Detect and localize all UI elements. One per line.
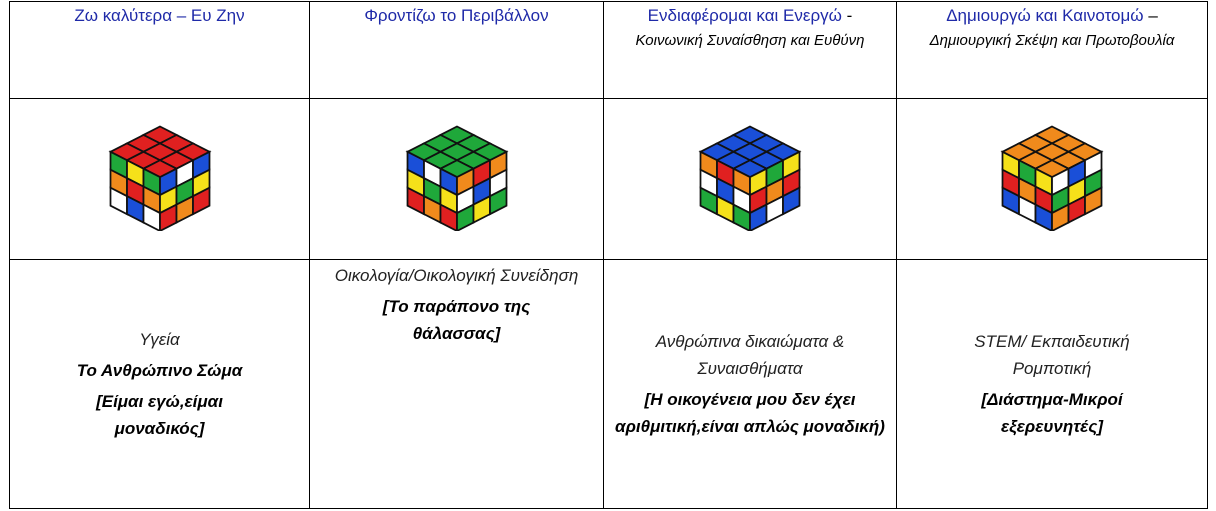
- topic: Ανθρώπινα δικαιώματα & Συναισθήματα: [655, 332, 845, 378]
- header-row: Ζω καλύτερα – Ευ Ζην Φροντίζω το Περιβάλ…: [9, 1, 1208, 99]
- content-cell: Οικολογία/Οικολογική Συνείδηση [Το παράπο…: [309, 259, 604, 509]
- header-subtitle: Κοινωνική Συναίσθηση και Ευθύνη: [635, 32, 865, 49]
- content-cell: Υγεία Το Ανθρώπινο Σώμα [Είμαι εγώ,είμαι μ…: [9, 259, 310, 509]
- project: [Είμαι εγώ,είμαι μοναδικός]: [96, 392, 223, 438]
- image-cell: [603, 98, 897, 260]
- project: [Η οικογένεια μου δεν έχει αριθμιτική,εί…: [615, 390, 885, 436]
- content-cell: Ανθρώπινα δικαιώματα & Συναισθήματα [Η οι…: [603, 259, 897, 509]
- header-subtitle: Δημιουργική Σκέψη και Πρωτοβουλία: [929, 32, 1175, 49]
- content-cell: STEM/ Εκπαιδευτική Ρομποτική [Διάστημα-Μι…: [896, 259, 1208, 509]
- image-cell: [896, 98, 1208, 260]
- topic: STEM/ Εκπαιδευτική Ρομποτική: [974, 332, 1130, 378]
- header-cell: Ζω καλύτερα – Ευ Ζην: [9, 1, 310, 99]
- image-cell: [9, 98, 310, 260]
- rubik-cube: [1000, 125, 1104, 232]
- theme: Το Ανθρώπινο Σώμα: [76, 361, 243, 380]
- project: [Διάστημα-Μικροί εξερευνητές]: [981, 390, 1123, 436]
- cube-sticker: [1084, 185, 1103, 216]
- header-cell: Δημιουργώ και Καινοτομώ – Δημιουργική Σκέ…: [896, 1, 1208, 99]
- project: [Το παράπονο της θάλασσας]: [382, 297, 531, 343]
- cube-sticker: [191, 185, 210, 216]
- header-title: Δημιουργώ και Καινοτομώ: [946, 6, 1144, 25]
- rubik-cube: [698, 125, 802, 232]
- image-row: [9, 98, 1208, 260]
- content-row: Υγεία Το Ανθρώπινο Σώμα [Είμαι εγώ,είμαι μ…: [9, 259, 1208, 509]
- cube-sticker: [488, 185, 507, 216]
- header-cell: Ενδιαφέρομαι και Ενεργώ - Κοινωνική Συνα…: [603, 1, 897, 99]
- header-title: Ενδιαφέρομαι και Ενεργώ: [647, 6, 842, 25]
- topic: Οικολογία/Οικολογική Συνείδηση: [334, 266, 579, 285]
- header-title: Φροντίζω το Περιβάλλον: [364, 6, 549, 25]
- themes-table: Ζω καλύτερα – Ευ Ζην Φροντίζω το Περιβάλ…: [9, 1, 1208, 509]
- separator: -: [846, 6, 853, 25]
- separator: –: [1148, 6, 1158, 25]
- image-cell: [309, 98, 604, 260]
- rubik-cube: [405, 125, 508, 232]
- header-title: Ζω καλύτερα – Ευ Ζην: [74, 6, 245, 25]
- header-cell: Φροντίζω το Περιβάλλον: [309, 1, 604, 99]
- cube-sticker: [782, 185, 801, 216]
- topic: Υγεία: [139, 330, 180, 349]
- rubik-cube: [108, 125, 211, 232]
